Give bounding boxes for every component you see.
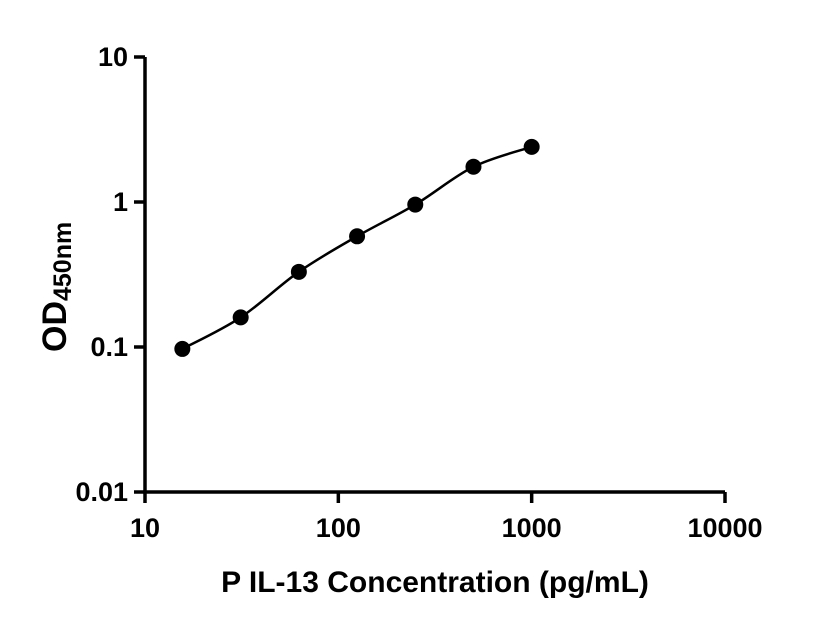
x-axis-title: P IL-13 Concentration (pg/mL) <box>221 566 649 599</box>
data-point-marker <box>407 196 424 213</box>
data-point-marker <box>232 309 249 326</box>
x-tick-label: 100 <box>316 513 361 543</box>
x-tick-label: 10 <box>130 513 160 543</box>
data-point-marker <box>290 263 307 280</box>
x-tick-label: 10000 <box>687 513 762 543</box>
data-point-marker <box>174 340 191 357</box>
data-point-marker <box>465 158 482 175</box>
data-point-marker <box>523 138 540 155</box>
y-axis-title: OD450nm <box>36 222 77 352</box>
data-point-marker <box>349 228 366 245</box>
y-tick-label: 0.1 <box>90 332 128 362</box>
x-tick-label: 1000 <box>502 513 562 543</box>
y-tick-label: 10 <box>98 42 128 72</box>
y-tick-label: 1 <box>113 187 128 217</box>
y-tick-label: 0.01 <box>75 477 128 507</box>
